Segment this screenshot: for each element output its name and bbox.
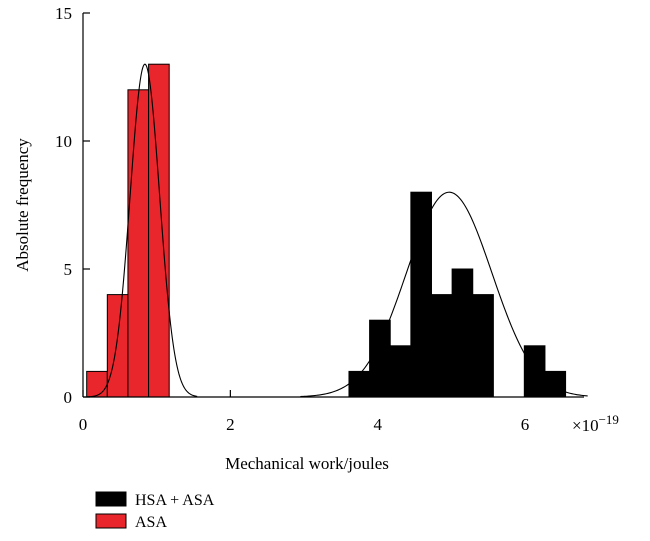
y-tick-label: 0 (64, 388, 73, 407)
fit-curves-layer (86, 63, 588, 398)
bar-hsa-asa (430, 294, 453, 398)
bar-hsa-asa (523, 345, 546, 398)
x-tick-label: 0 (79, 415, 88, 434)
bar-hsa-asa (544, 370, 567, 398)
bar-asa (86, 370, 108, 398)
legend: HSA + ASA ASA (95, 491, 215, 531)
legend-label-hsa-asa: HSA + ASA (135, 492, 215, 509)
bar-asa (127, 89, 150, 398)
fit-curve-asa (86, 63, 198, 398)
y-ticks: 0 5 10 15 (55, 4, 90, 407)
bar-hsa-asa (369, 319, 391, 398)
y-tick-label: 15 (55, 4, 72, 23)
legend-swatch-hsa-asa (95, 491, 127, 507)
bar-asa (148, 63, 170, 398)
bar-hsa-asa (410, 191, 432, 398)
x-tick-label: 6 (521, 415, 530, 434)
bars-layer (86, 63, 567, 398)
x-multiplier-exponent: −19 (599, 412, 619, 427)
y-tick-label: 10 (55, 132, 72, 151)
x-axis-title: Mechanical work/joules (225, 454, 389, 473)
legend-label-asa: ASA (135, 514, 167, 531)
legend-swatch-asa (95, 513, 127, 529)
x-ticks: 0 2 4 6 (79, 390, 530, 434)
y-tick-label: 5 (64, 260, 73, 279)
x-tick-label: 4 (373, 415, 382, 434)
y-axis-title: Absolute frequency (13, 138, 32, 272)
bar-asa (106, 294, 129, 398)
x-multiplier-label: ×10−19 (572, 412, 619, 435)
bar-hsa-asa (472, 294, 494, 398)
bar-hsa-asa (451, 268, 474, 398)
fit-curve-hsa-asa (300, 191, 588, 398)
x-tick-label: 2 (226, 415, 235, 434)
plot-area: 0 5 10 15 0 2 4 6 (55, 4, 588, 434)
bar-hsa-asa (389, 345, 412, 398)
